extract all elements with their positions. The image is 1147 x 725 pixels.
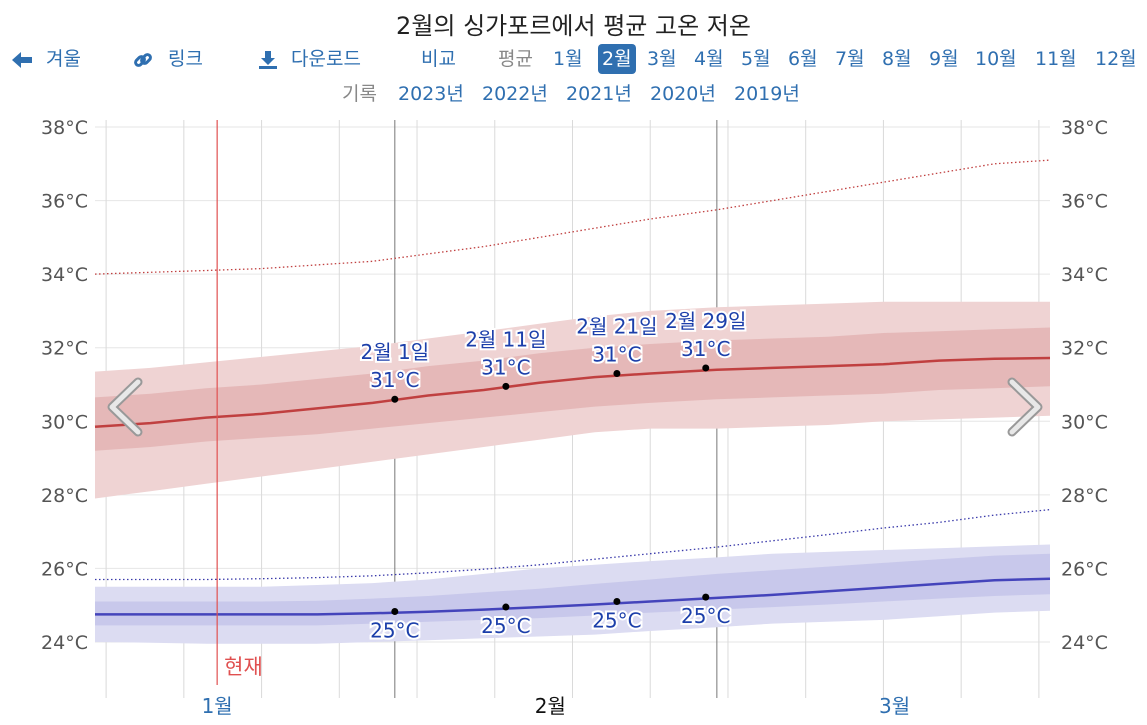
month-link-2[interactable]: 2월 — [598, 44, 636, 74]
series-lines — [94, 159, 1051, 616]
annotation-high-value: 31°C — [370, 368, 419, 392]
axes: 24°C 24°C 26°C 26°C 28°C 28°C 30°C 30°C 32°C 32°C… — [41, 117, 1108, 718]
year-link-2[interactable]: 2022년 — [482, 83, 548, 105]
low-mean-line — [95, 577, 1051, 616]
compare-link[interactable]: 비교 — [421, 48, 456, 70]
annotation-low-value: 25°C — [681, 604, 730, 628]
link-icon — [134, 52, 152, 67]
download-icon — [259, 50, 277, 69]
month-link-8[interactable]: 8월 — [882, 48, 912, 70]
history-label: 기록 — [342, 83, 377, 105]
link-button[interactable]: 링크 — [132, 44, 203, 74]
month-link-12[interactable]: 12월 — [1095, 48, 1137, 70]
y-tick-label-left: 36°C — [41, 191, 88, 213]
y-tick-label-right: 26°C — [1061, 558, 1108, 580]
annotation-low-value: 25°C — [370, 618, 419, 642]
month-link-1[interactable]: 1월 — [553, 48, 583, 70]
month-link-4[interactable]: 4월 — [694, 48, 724, 70]
month-link-7[interactable]: 7월 — [835, 48, 865, 70]
low-band-25-75 — [95, 553, 1050, 626]
year-link-3[interactable]: 2021년 — [566, 83, 632, 105]
month-link-11[interactable]: 11월 — [1035, 48, 1077, 70]
annotation-high-value: 31°C — [681, 337, 730, 361]
annotations: 현재 2월 1일 31°C 25°C 2월 11일 31°C 25°C 2월 21일 31°C 2… — [216, 120, 748, 685]
annotation-low-point — [702, 593, 710, 601]
annotation-high-value: 31°C — [592, 342, 641, 366]
y-tick-label-right: 30°C — [1061, 411, 1108, 433]
annotation-date-label: 2월 29일 — [665, 309, 746, 333]
nav-bar: 겨울 링크 다운로드 비교 평균 1월 2월 3월 4월 5월 6월 7월 8월 9월 10월 11… — [0, 44, 1147, 74]
annotation-high-value: 31°C — [481, 355, 530, 379]
y-tick-label-left: 32°C — [41, 338, 88, 360]
y-tick-label-left: 30°C — [41, 411, 88, 433]
annotation-low-point — [391, 607, 399, 615]
high-band-25-75 — [95, 327, 1050, 451]
y-tick-label-right: 38°C — [1061, 117, 1108, 139]
y-tick-label-left: 34°C — [41, 264, 88, 286]
download-button[interactable]: 다운로드 — [257, 44, 361, 74]
y-tick-label-right: 34°C — [1061, 264, 1108, 286]
x-month-label: 1월 — [202, 694, 233, 718]
month-link-10[interactable]: 10월 — [975, 48, 1017, 70]
low-record-line — [95, 508, 1051, 581]
x-month-label: 2월 — [535, 694, 566, 718]
annotation-date-label: 2월 21일 — [576, 314, 657, 338]
annotation-high-point — [702, 364, 710, 372]
annotation-low-value: 25°C — [481, 614, 530, 638]
annotation-low-point — [502, 603, 510, 611]
page-title: 2월의 싱가포르에서 평균 고온 저온 — [396, 12, 751, 40]
year-link-1[interactable]: 2023년 — [398, 83, 464, 105]
month-link-3[interactable]: 3월 — [647, 48, 677, 70]
y-tick-label-right: 28°C — [1061, 485, 1108, 507]
x-month-label: 3월 — [879, 694, 910, 718]
average-label: 평균 — [498, 48, 533, 70]
y-tick-label-left: 38°C — [41, 117, 88, 139]
now-label: 현재 — [224, 655, 263, 679]
prev-arrow-button[interactable] — [107, 377, 143, 437]
high-mean-line — [94, 356, 1051, 429]
back-button[interactable]: 겨울 — [10, 44, 81, 74]
y-tick-label-right: 24°C — [1061, 632, 1108, 654]
annotation-high-point — [502, 382, 510, 390]
bands — [95, 301, 1050, 644]
arrow-left-icon — [12, 51, 32, 68]
annotation-high-point — [391, 395, 399, 403]
link-label: 링크 — [168, 48, 204, 70]
year-link-4[interactable]: 2020년 — [650, 83, 716, 105]
year-link-5[interactable]: 2019년 — [734, 83, 800, 105]
y-tick-label-left: 26°C — [41, 558, 88, 580]
back-label: 겨울 — [46, 48, 82, 70]
annotation-date-label: 2월 11일 — [465, 327, 546, 351]
y-tick-label-left: 28°C — [41, 485, 88, 507]
month-link-5[interactable]: 5월 — [741, 48, 771, 70]
download-label: 다운로드 — [291, 48, 361, 70]
y-tick-label-right: 36°C — [1061, 191, 1108, 213]
y-tick-label-right: 32°C — [1061, 338, 1108, 360]
high-record-line — [94, 159, 1051, 275]
y-tick-label-left: 24°C — [41, 632, 88, 654]
month-link-9[interactable]: 9월 — [929, 48, 959, 70]
next-arrow-button[interactable] — [1007, 377, 1043, 437]
annotation-low-point — [613, 598, 621, 606]
annotation-low-value: 25°C — [592, 609, 641, 633]
annotation-high-point — [613, 369, 621, 377]
annotation-date-label: 2월 1일 — [361, 340, 430, 364]
month-link-6[interactable]: 6월 — [788, 48, 818, 70]
